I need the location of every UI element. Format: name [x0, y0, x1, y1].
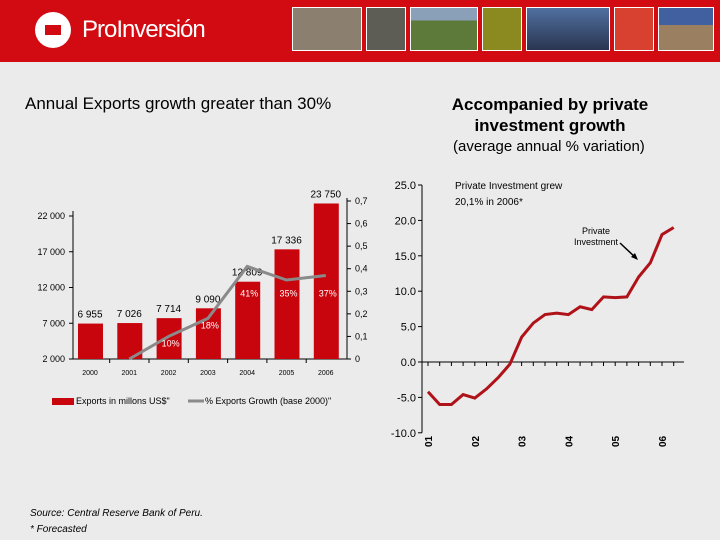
- x-tick-label: 2006: [318, 370, 334, 377]
- photo-field: [410, 7, 478, 51]
- x-tick-label: 2000: [82, 370, 98, 377]
- y2-tick-label: 0,7: [355, 196, 368, 206]
- series-label: Investment: [574, 237, 619, 247]
- photo-airport: [526, 7, 610, 51]
- y2-tick-label: 0,6: [355, 219, 368, 229]
- exports-growth-line: [128, 264, 326, 361]
- annotation-text: Private Investment grew: [455, 181, 563, 192]
- x-tick-label: 05: [611, 435, 622, 447]
- brand-name: ProInversión: [82, 16, 206, 43]
- y2-tick-label: 0,4: [355, 264, 368, 274]
- photo-stone: [292, 7, 362, 51]
- bar-value-label: 6 955: [77, 310, 102, 321]
- y2-tick-label: 0,5: [355, 241, 368, 251]
- y2-tick-label: 0: [355, 354, 360, 364]
- photo-textile: [482, 7, 522, 51]
- bar: [78, 323, 103, 359]
- x-tick-label: 04: [564, 435, 575, 447]
- bar: [274, 249, 300, 359]
- legend-bar-swatch: [52, 398, 74, 405]
- legend-bar-label: Exports in millons US$": [76, 396, 170, 406]
- y-tick-label: 10.0: [395, 286, 416, 298]
- y-tick-label: 15.0: [395, 251, 416, 263]
- bar-value-label: 9 090: [195, 294, 220, 305]
- y2-tick-label: 0,2: [355, 309, 368, 319]
- private-investment-line: [426, 226, 675, 406]
- x-tick-label: 01: [424, 435, 435, 447]
- growth-label: 10%: [162, 338, 180, 348]
- bar-value-label: 7 026: [117, 309, 142, 320]
- right-title: Accompanied by private investment growth: [451, 95, 649, 135]
- y-tick-label: 22 000: [37, 211, 65, 221]
- y-tick-label: 2 000: [42, 354, 65, 364]
- growth-label: 35%: [279, 288, 297, 298]
- bar-value-label: 23 750: [311, 189, 342, 200]
- y-tick-label: 0.0: [401, 357, 416, 369]
- bar-value-label: 12 809: [232, 268, 263, 279]
- bar: [235, 281, 261, 359]
- x-tick-label: 2003: [200, 370, 216, 377]
- left-title: Annual Exports growth greater than 30%: [25, 94, 332, 113]
- y-tick-label: 20.0: [395, 215, 416, 227]
- right-subtitle: (average annual % variation): [453, 138, 645, 155]
- proinversion-logo-icon: [35, 12, 71, 48]
- x-tick-label: 2004: [239, 370, 255, 377]
- photo-road: [658, 7, 714, 51]
- y-tick-label: 17 000: [37, 247, 65, 257]
- y2-tick-label: 0,3: [355, 286, 368, 296]
- x-tick-label: 03: [518, 435, 529, 447]
- x-tick-label: 2005: [279, 370, 295, 377]
- bar: [156, 318, 182, 359]
- x-tick-label: 06: [658, 435, 669, 447]
- x-tick-label: 2002: [161, 370, 177, 377]
- y-tick-label: 7 000: [42, 318, 65, 328]
- y-tick-label: 5.0: [401, 322, 416, 334]
- arrow-head-icon: [631, 253, 638, 260]
- y-tick-label: 25.0: [395, 180, 416, 192]
- header-bar: ProInversión: [0, 0, 720, 62]
- growth-label: 18%: [201, 320, 219, 330]
- bar-value-label: 17 336: [271, 235, 302, 246]
- footnote: * Forecasted: [30, 524, 87, 535]
- annotation-text: 20,1% in 2006*: [455, 197, 523, 208]
- photo-mine: [366, 7, 406, 51]
- growth-label: 41%: [240, 288, 258, 298]
- legend-line-label: % Exports Growth (base 2000)": [205, 396, 331, 406]
- y-tick-label: -5.0: [397, 392, 416, 404]
- bar-value-label: 7 714: [156, 304, 181, 315]
- growth-label: 37%: [319, 288, 337, 298]
- x-tick-label: 2001: [122, 370, 138, 377]
- photo-peppers: [614, 7, 654, 51]
- source-note: Source: Central Reserve Bank of Peru.: [30, 508, 203, 519]
- series-label: Private: [582, 226, 610, 236]
- y2-tick-label: 0,1: [355, 331, 368, 341]
- y-tick-label: -10.0: [391, 428, 416, 440]
- y-tick-label: 12 000: [37, 283, 65, 293]
- bar: [313, 203, 339, 359]
- x-tick-label: 02: [471, 435, 482, 447]
